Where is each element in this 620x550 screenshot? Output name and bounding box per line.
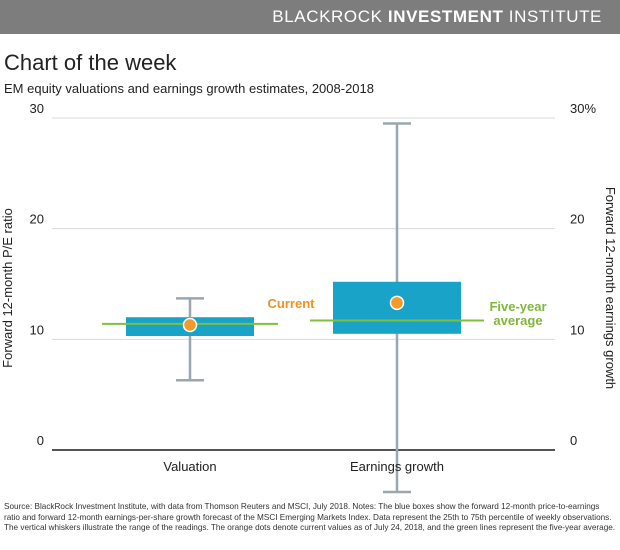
brand-name-investment: INVESTMENT	[387, 7, 504, 26]
left-tick-label: 10	[30, 322, 44, 337]
chart-marks: Valuation Earnings growth	[102, 122, 484, 494]
page-heading: Chart of the week	[4, 50, 177, 75]
category-label: Valuation	[163, 459, 216, 474]
current-value-dot	[182, 317, 198, 333]
right-axis-label: Forward 12-month earnings growth	[603, 187, 618, 389]
five-year-annotation-line2: average	[493, 313, 542, 328]
brand-name-institute: INSTITUTE	[503, 7, 602, 26]
box-plot-valuation: Valuation	[102, 297, 278, 474]
chart-annotations: Current Five-year average	[268, 296, 547, 328]
current-annotation: Current	[268, 296, 316, 311]
right-tick-label: 0	[570, 433, 577, 448]
five-year-annotation-line1: Five-year	[489, 299, 546, 314]
grid-lines	[52, 117, 555, 451]
left-axis-ticks: 0 10 20 30	[30, 101, 44, 448]
right-tick-label: 30%	[570, 101, 596, 116]
right-tick-label: 20	[570, 212, 584, 227]
left-axis-label: Forward 12-month P/E ratio	[0, 208, 15, 368]
brand-logo: BLACKROCK INVESTMENT INSTITUTE	[272, 7, 602, 27]
right-tick-label: 10	[570, 322, 584, 337]
box-plot-chart: 0 10 20 30 0 10 20 30% Forward 12-month P/E ra…	[0, 101, 618, 494]
category-label: Earnings growth	[350, 459, 444, 474]
source-note: Source: BlackRock Investment Institute, …	[4, 502, 616, 533]
left-tick-label: 0	[37, 433, 44, 448]
chart-subtitle: EM equity valuations and earnings growth…	[4, 81, 374, 96]
brand-name-blackrock: BLACKROCK	[272, 7, 388, 26]
box-plot-earnings-growth: Earnings growth	[310, 122, 484, 494]
brand-header: BLACKROCK INVESTMENT INSTITUTE	[0, 0, 620, 34]
current-value-dot	[389, 295, 405, 311]
left-tick-label: 20	[30, 212, 44, 227]
left-tick-label: 30	[30, 101, 44, 116]
right-axis-ticks: 0 10 20 30%	[570, 101, 596, 448]
